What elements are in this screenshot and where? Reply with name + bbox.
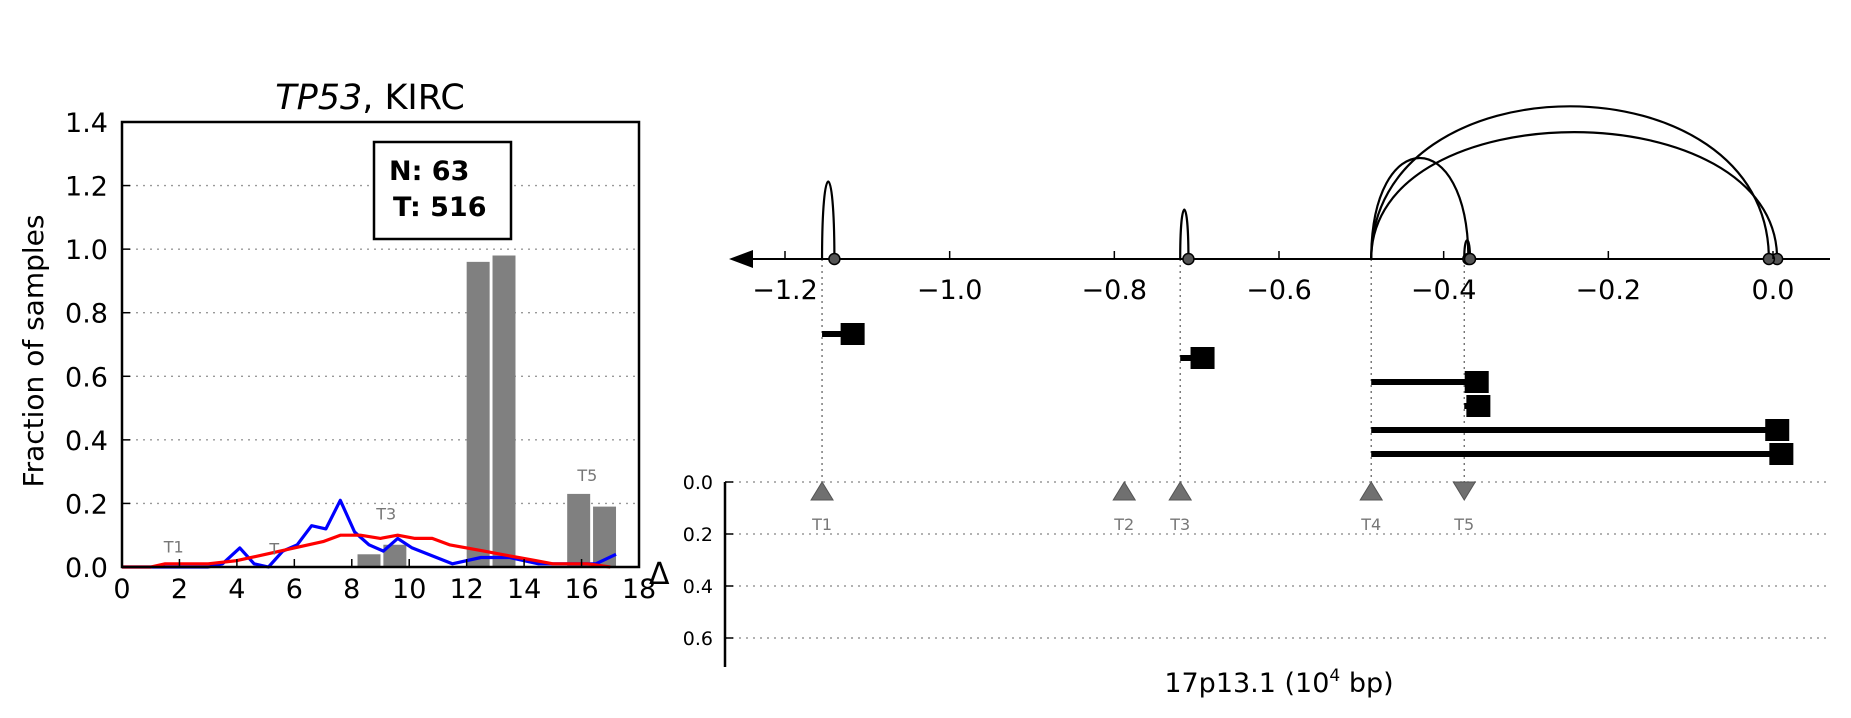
x-tick-label-0: 0: [113, 574, 130, 605]
arc-2: [1370, 156, 1470, 260]
arc-0: [820, 180, 836, 260]
genome-tick-label-0: −1.2: [752, 275, 818, 306]
genome-tick-label-3: −0.6: [1246, 275, 1312, 306]
tss-label-3: T4: [1360, 515, 1381, 534]
x-axis-label-exponent: 4: [1329, 666, 1340, 686]
marker-label-0: T1: [163, 538, 184, 557]
x-tick-label-5: 10: [392, 574, 426, 605]
x-tick-label-1: 2: [171, 574, 188, 605]
genome-tick-label-1: −1.0: [917, 275, 983, 306]
genome-tick-label-6: 0.0: [1752, 275, 1795, 306]
delta-tick-label-3: 0.6: [683, 628, 713, 650]
y-tick-label-5: 1.0: [65, 235, 108, 266]
segment-end-1: [1190, 347, 1215, 369]
y-tick-label-6: 1.2: [65, 172, 108, 203]
arc-end-5: [1762, 252, 1776, 266]
genome-axis-ticks: −1.2 −1.0 −0.8 −0.6 −0.4 −0.2 0.0: [752, 251, 1794, 306]
marker-label-3: T5: [576, 466, 597, 485]
delta-axis-label: Δ: [649, 557, 670, 592]
tss-markers: T1 T2 T3 T4 T5: [810, 481, 1477, 534]
tss-triangle-4: [1452, 481, 1477, 501]
sample-count-box: N: 63 T: 516: [372, 140, 513, 241]
tss-triangle-2: [1168, 481, 1193, 501]
x-tick-label-3: 6: [286, 574, 303, 605]
y-tick-label-4: 0.8: [65, 299, 108, 330]
chart-title: TP53, KIRC: [275, 78, 465, 118]
bar-1: [383, 544, 407, 567]
histogram-panel: TP53, KIRC Fraction of samples T1 T T3 T5 0…: [17, 78, 656, 605]
bar-2: [466, 261, 490, 567]
segment-end-0: [840, 323, 865, 345]
x-axis-label: 17p13.1 (104 bp): [1164, 666, 1393, 699]
legend-frame: [372, 140, 513, 241]
genome-tick-label-2: −0.8: [1082, 275, 1148, 306]
delta-tick-label-0: 0.0: [683, 472, 713, 494]
x-axis-label-main: 17p13.1 (10: [1164, 668, 1329, 699]
y-tick-label-2: 0.4: [65, 426, 108, 457]
tss-triangle-3: [1359, 481, 1384, 501]
arc-end-1: [1182, 252, 1195, 266]
segment-end-4: [1765, 419, 1790, 441]
arc-end-3: [1463, 252, 1477, 266]
bar-4: [567, 493, 591, 567]
arc-end-0: [828, 252, 841, 266]
bar-series: [357, 255, 617, 567]
y-axis-ticks: 0.0 0.2 0.4 0.6 0.8 1.0 1.2 1.4: [65, 108, 130, 584]
x-tick-label-4: 8: [343, 574, 360, 605]
x-tick-label-6: 12: [449, 574, 483, 605]
segment-end-2: [1464, 371, 1489, 393]
marker-label-2: T3: [375, 504, 396, 523]
tss-label-0: T1: [811, 515, 832, 534]
locus-panel: −1.2 −1.0 −0.8 −0.6 −0.4 −0.2 0.0 Δ 0.00.20.40…: [649, 105, 1830, 699]
legend-n-count: N: 63: [389, 156, 469, 187]
bar-0: [357, 554, 381, 567]
delta-grid-lines: [725, 481, 1830, 639]
series-line-1: [122, 533, 611, 569]
marker-labels: T1 T T3 T5: [163, 466, 598, 558]
line-series: [122, 498, 617, 569]
tss-triangle-1: [1112, 481, 1137, 501]
x-tick-label-9: 18: [622, 574, 656, 605]
y-axis-label: Fraction of samples: [17, 215, 50, 488]
arc-5: [1370, 105, 1770, 260]
arc-links: [820, 105, 1779, 260]
tss-triangle-0: [810, 481, 834, 501]
legend-t-count: T: 516: [393, 192, 487, 223]
genome-tick-label-5: −0.2: [1576, 275, 1642, 306]
plot-frame: [120, 120, 641, 569]
chart-title-gene: TP53: [275, 78, 362, 118]
arc-1: [1179, 208, 1190, 260]
delta-tick-label-2: 0.4: [683, 576, 713, 598]
tss-label-2: T3: [1169, 515, 1190, 534]
y-tick-label-3: 0.6: [65, 362, 108, 393]
delta-axis-ticks: 0.0 0.2 0.4 0.6: [683, 472, 733, 650]
delta-tick-label-1: 0.2: [683, 524, 713, 546]
y-tick-label-7: 1.4: [65, 108, 108, 139]
strand-arrow-icon: [729, 250, 753, 268]
marker-label-1: T: [268, 539, 279, 558]
genome-tick-label-4: −0.4: [1411, 275, 1477, 306]
segment-bars: [822, 323, 1794, 465]
tss-guide-lines: [821, 259, 1465, 482]
x-axis-ticks: 0 2 4 6 8 10 12 14 16 18: [113, 559, 656, 605]
tss-label-1: T2: [1113, 515, 1134, 534]
x-tick-label-2: 4: [228, 574, 245, 605]
x-tick-label-8: 16: [564, 574, 598, 605]
tss-label-4: T5: [1453, 515, 1474, 534]
y-tick-label-1: 0.2: [65, 489, 108, 520]
segment-end-3: [1466, 395, 1491, 417]
x-axis-label-unit: bp): [1340, 668, 1393, 699]
x-tick-label-7: 14: [507, 574, 541, 605]
y-tick-label-0: 0.0: [65, 553, 108, 584]
chart-title-rest: , KIRC: [362, 78, 465, 118]
bar-3: [492, 255, 516, 567]
arc-endpoints: [828, 252, 1784, 266]
segment-end-5: [1769, 443, 1794, 465]
bar-5: [593, 506, 617, 567]
